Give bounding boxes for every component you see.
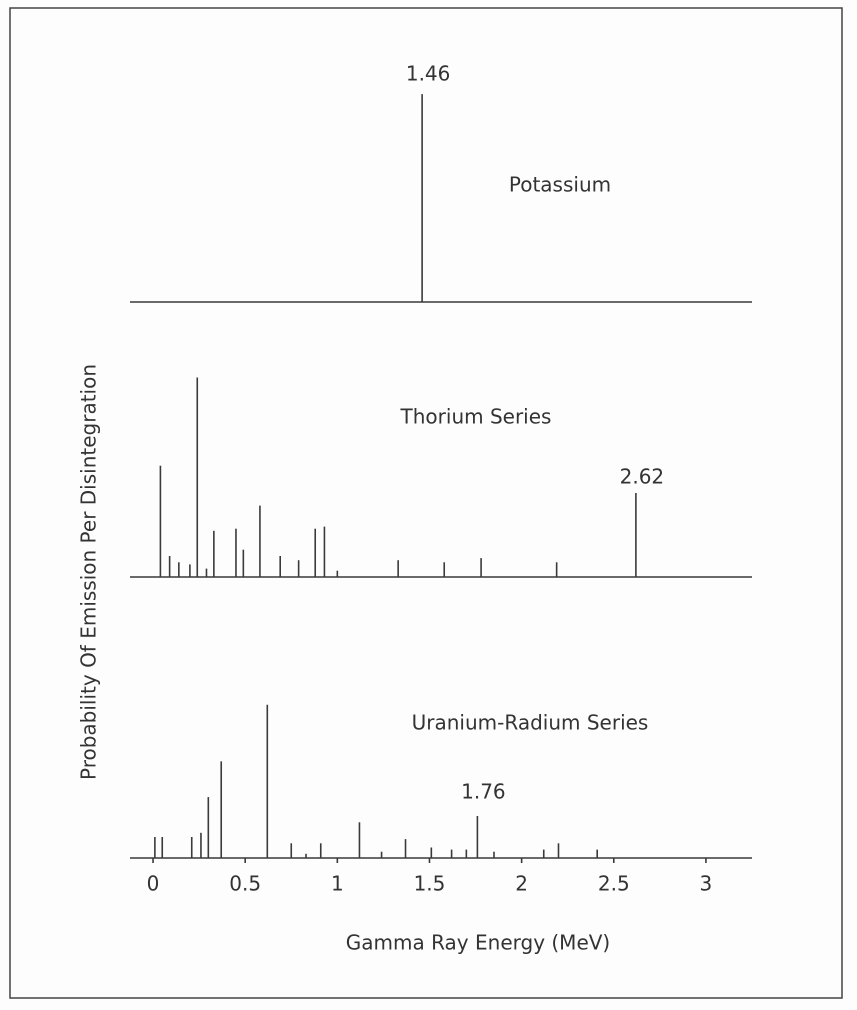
- x-axis-label: Gamma Ray Energy (MeV): [346, 931, 610, 955]
- frame: [10, 8, 842, 998]
- series-name: Thorium Series: [400, 405, 552, 429]
- peak-label: 1.46: [406, 62, 451, 86]
- series-name: Potassium: [509, 173, 611, 197]
- x-tick-label: 1.5: [414, 872, 446, 896]
- page: {"chart_data": { "type": "stem", "xlabel…: [0, 0, 857, 1006]
- x-tick-label: 1: [331, 872, 344, 896]
- x-tick-label: 2.5: [598, 872, 630, 896]
- series-name: Uranium-Radium Series: [412, 711, 649, 735]
- y-axis-label: Probability Of Emission Per Disintegrati…: [77, 364, 101, 780]
- x-tick-label: 0.5: [229, 872, 261, 896]
- x-tick-label: 0: [147, 872, 160, 896]
- chart: Gamma Ray Energy (MeV) Probability Of Em…: [0, 0, 857, 1006]
- x-tick-label: 2: [515, 872, 528, 896]
- x-tick-label: 3: [700, 872, 713, 896]
- peak-label: 2.62: [620, 465, 665, 489]
- peak-label: 1.76: [461, 780, 506, 804]
